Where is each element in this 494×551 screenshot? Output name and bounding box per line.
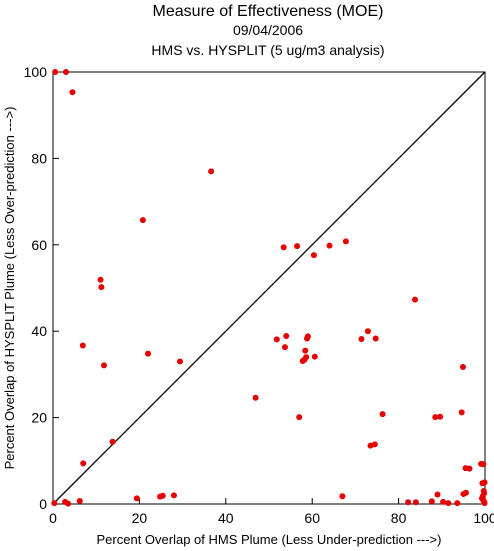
data-point [304,333,311,340]
data-points [51,69,488,507]
data-point [139,217,146,224]
chart-title: Measure of Effectiveness (MOE) [153,3,384,20]
data-point [177,358,184,365]
data-point [296,414,303,421]
y-tick-label: 100 [24,64,48,80]
data-point [437,413,444,420]
data-point [326,242,333,249]
x-axis-ticks: 0 20 40 60 80 100 [49,498,494,526]
x-tick-label: 40 [218,510,234,526]
x-tick-label: 20 [132,510,148,526]
data-point [412,296,419,303]
x-tick-label: 0 [49,510,57,526]
data-point [145,350,152,357]
data-point [159,492,166,499]
data-point [133,495,140,502]
y-axis-label: Percent Overlap of HYSPLIT Plume (Less O… [2,107,17,470]
data-point [479,493,486,500]
data-point [454,500,461,507]
plot-frame [52,71,486,505]
data-point [51,500,58,507]
y-tick-label: 0 [39,496,47,512]
data-point [379,411,386,418]
data-point [302,347,309,354]
chart-subtitle-date: 09/04/2006 [233,22,303,38]
data-point [294,243,301,250]
data-point [100,362,107,369]
data-point [97,276,104,283]
data-point [98,284,105,291]
data-point [432,414,439,421]
data-point [76,497,83,504]
data-point [458,409,465,416]
data-point [462,489,469,496]
data-point [440,498,447,505]
data-point [405,499,412,506]
data-point [445,500,452,507]
data-point [303,354,310,361]
data-point [109,438,116,445]
reference-diagonal-line [52,71,486,505]
data-point [434,491,441,498]
data-point [281,344,288,351]
data-point [480,461,487,468]
data-point [481,479,488,486]
data-point [311,353,318,360]
data-point [428,498,435,505]
data-point [69,89,76,96]
data-point [412,499,419,506]
data-point [339,493,346,500]
data-point [62,69,69,75]
data-point [372,335,379,342]
y-axis-ticks: 0 20 40 60 80 100 [24,64,59,512]
data-point [364,328,371,335]
data-point [80,460,87,467]
x-axis-label: Percent Overlap of HMS Plume (Less Under… [97,532,442,547]
data-point [252,394,259,401]
data-point [358,335,365,342]
y-tick-label: 40 [31,323,47,339]
data-point [481,500,488,507]
data-point [342,238,349,245]
y-tick-label: 20 [31,410,47,426]
y-tick-label: 80 [31,150,47,166]
data-point [466,465,473,472]
data-point [283,332,290,339]
data-point [371,441,378,448]
x-tick-label: 100 [473,510,494,526]
data-point [208,168,215,175]
x-tick-label: 60 [304,510,320,526]
y-tick-label: 60 [31,237,47,253]
x-tick-label: 80 [391,510,407,526]
data-point [280,244,287,251]
data-point [459,364,466,371]
data-point [273,336,280,343]
data-point [310,252,317,259]
data-point [52,69,59,75]
data-point [79,342,86,349]
chart-subtitle-analysis: HMS vs. HYSPLIT (5 ug/m3 analysis) [151,42,384,58]
data-point [170,492,177,499]
data-point [65,500,72,507]
